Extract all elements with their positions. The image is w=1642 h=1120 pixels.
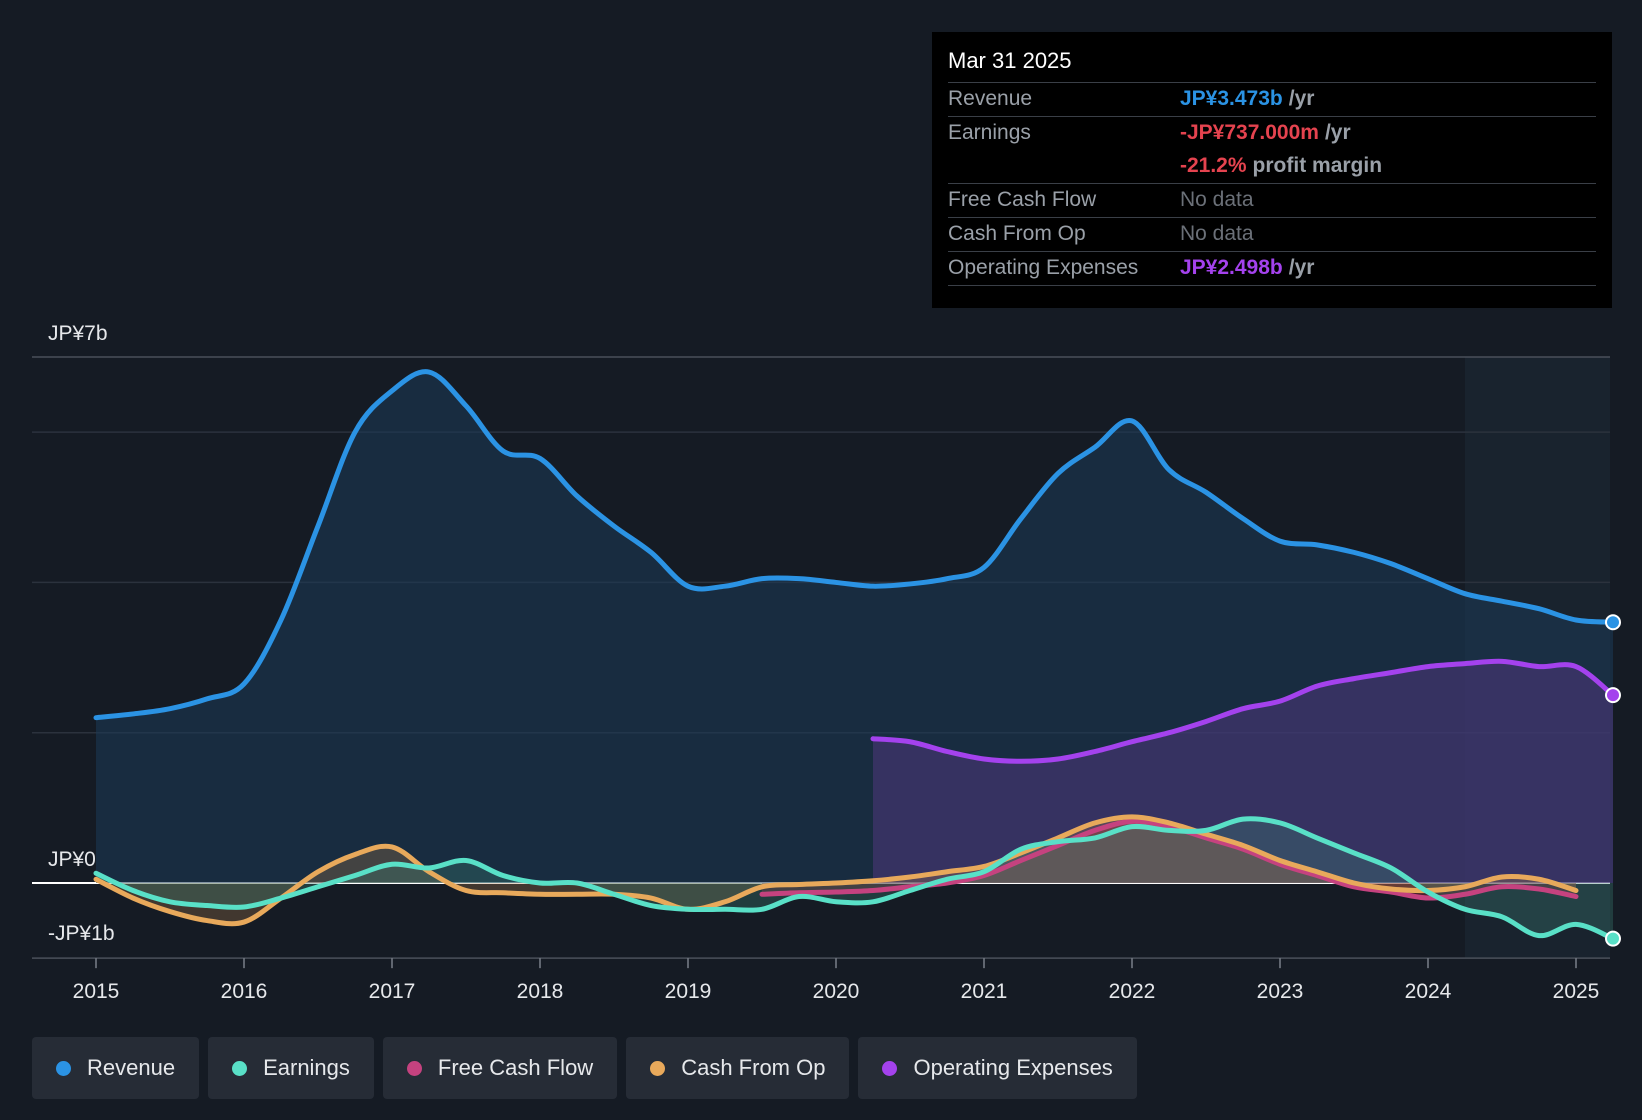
legend-dot-icon (232, 1060, 248, 1076)
x-tick-label: 2020 (813, 980, 860, 1003)
legend-label: Earnings (263, 1055, 350, 1080)
legend-label: Operating Expenses (913, 1055, 1113, 1080)
y-axis-bottom-label: -JP¥1b (48, 922, 115, 945)
tooltip-row-cash-from-op: Cash From Op No data (948, 217, 1596, 251)
tooltip-value: -JP¥737.000m (1180, 121, 1319, 144)
x-tick-label: 2019 (665, 980, 712, 1003)
revenue-endpoint (1605, 614, 1621, 631)
operating-expenses-endpoint (1605, 687, 1621, 704)
tooltip-value: No data (1180, 188, 1254, 211)
tooltip-row-free-cash-flow: Free Cash Flow No data (948, 183, 1596, 217)
tooltip-row-earnings: Earnings -JP¥737.000m /yr (948, 116, 1596, 150)
legend-dot-icon (650, 1060, 666, 1076)
legend-item-free-cash-flow[interactable]: Free Cash Flow (382, 1037, 618, 1099)
y-axis-zero-label: JP¥0 (48, 848, 96, 871)
tooltip-row-profit-margin: -21.2% profit margin (948, 150, 1596, 183)
tooltip-unit: /yr (1288, 256, 1315, 279)
x-tick-label: 2021 (961, 980, 1008, 1003)
earnings-line (93, 816, 1616, 942)
series-endpoints (1605, 614, 1621, 947)
legend-dot-icon (882, 1060, 898, 1076)
tooltip-row-operating-expenses: Operating Expenses JP¥2.498b /yr (948, 251, 1596, 286)
cash-from-op-line (93, 814, 1579, 927)
x-tick-label: 2023 (1257, 980, 1304, 1003)
legend-dot-icon (406, 1060, 422, 1076)
tooltip-label: Operating Expenses (948, 256, 1139, 279)
series-areas (96, 371, 1613, 939)
legend-dot-icon (56, 1060, 71, 1076)
tooltip-label: Cash From Op (948, 222, 1086, 245)
operating-expenses-line (870, 658, 1616, 764)
legend-item-operating-expenses[interactable]: Operating Expenses (858, 1037, 1137, 1099)
legend-label: Cash From Op (681, 1055, 826, 1080)
legend: Revenue Earnings Free Cash Flow Cash Fro… (32, 1037, 1137, 1099)
legend-item-revenue[interactable]: Revenue (32, 1037, 200, 1099)
legend-label: Revenue (87, 1055, 176, 1080)
tooltip-value: No data (1180, 222, 1254, 245)
series-lines (93, 369, 1616, 942)
y-axis-top-label: JP¥7b (48, 322, 108, 345)
free-cash-flow-area (762, 821, 1576, 899)
x-axis-ticks: 2015 2016 2017 2018 2019 2020 2021 2022 2023 2024… (73, 958, 1600, 1003)
legend-item-cash-from-op[interactable]: Cash From Op (626, 1037, 850, 1099)
x-tick-label: 2016 (221, 980, 268, 1003)
revenue-line (93, 369, 1616, 721)
operating-expenses-area (873, 661, 1613, 883)
tooltip: Mar 31 2025 Revenue JP¥3.473b /yr Earnin… (932, 32, 1612, 308)
revenue-area (96, 371, 1613, 883)
legend-item-earnings[interactable]: Earnings (208, 1037, 374, 1099)
x-tick-label: 2018 (517, 980, 564, 1003)
tooltip-date: Mar 31 2025 (948, 48, 1072, 73)
x-tick-label: 2015 (73, 980, 120, 1003)
x-tick-label: 2022 (1109, 980, 1156, 1003)
earnings-endpoint (1605, 930, 1621, 947)
tooltip-unit: /yr (1288, 87, 1315, 110)
tooltip-label: Earnings (948, 121, 1031, 144)
tooltip-unit: profit margin (1252, 154, 1383, 177)
tooltip-value: JP¥3.473b (1180, 87, 1283, 110)
tooltip-row-revenue: Revenue JP¥3.473b /yr (948, 82, 1596, 116)
tooltip-label (948, 150, 1180, 183)
x-tick-label: 2017 (369, 980, 416, 1003)
tooltip-unit: /yr (1324, 121, 1351, 144)
tooltip-label: Revenue (948, 87, 1033, 110)
x-tick-label: 2024 (1405, 980, 1452, 1003)
tooltip-value: -21.2% (1180, 154, 1247, 177)
tooltip-value: JP¥2.498b (1180, 256, 1283, 279)
x-tick-label: 2025 (1553, 980, 1600, 1003)
cash-from-op-area (96, 816, 1576, 924)
tooltip-label: Free Cash Flow (948, 188, 1097, 211)
legend-label: Free Cash Flow (437, 1055, 594, 1080)
